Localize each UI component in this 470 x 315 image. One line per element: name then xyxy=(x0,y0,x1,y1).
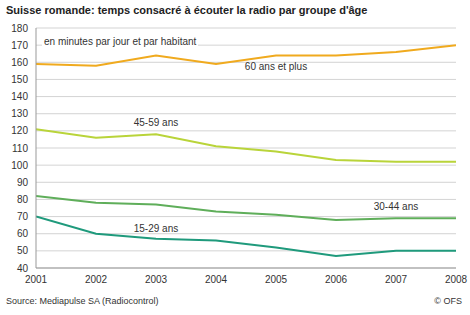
svg-text:130: 130 xyxy=(11,108,28,119)
html-text:© OFS: © OFS xyxy=(434,296,462,306)
svg-text:60: 60 xyxy=(17,228,29,239)
svg-text:2006: 2006 xyxy=(325,274,348,285)
svg-text:120: 120 xyxy=(11,125,28,136)
svg-text:2008: 2008 xyxy=(445,274,462,285)
svg-text:100: 100 xyxy=(11,160,28,171)
svg-text:15-29 ans: 15-29 ans xyxy=(134,223,178,234)
html-text:Suisse romande: temps consacré: Suisse romande: temps consacré à écouter… xyxy=(6,4,368,16)
svg-text:30-44 ans: 30-44 ans xyxy=(374,201,418,212)
svg-text:170: 170 xyxy=(11,40,28,51)
svg-text:2007: 2007 xyxy=(385,274,408,285)
svg-text:140: 140 xyxy=(11,91,28,102)
svg-text:2003: 2003 xyxy=(145,274,168,285)
svg-text:110: 110 xyxy=(12,143,28,154)
svg-text:80: 80 xyxy=(17,194,29,205)
svg-text:2002: 2002 xyxy=(85,274,108,285)
svg-text:60 ans et plus: 60 ans et plus xyxy=(245,61,307,72)
svg-text:50: 50 xyxy=(17,245,29,256)
svg-text:2005: 2005 xyxy=(265,274,288,285)
svg-text:45-59 ans: 45-59 ans xyxy=(134,117,178,128)
svg-text:90: 90 xyxy=(17,177,29,188)
svg-text:2001: 2001 xyxy=(25,274,48,285)
html-text:en minutes par jour et par hab: en minutes par jour et par habitant xyxy=(44,36,197,47)
svg-text:160: 160 xyxy=(11,57,28,68)
svg-text:150: 150 xyxy=(11,74,28,85)
svg-text:2004: 2004 xyxy=(205,274,228,285)
svg-text:40: 40 xyxy=(17,263,29,274)
html-text:Source: Mediapulse SA (Radioco: Source: Mediapulse SA (Radiocontrol) xyxy=(6,296,159,306)
svg-text:180: 180 xyxy=(11,23,28,34)
svg-text:70: 70 xyxy=(17,211,29,222)
